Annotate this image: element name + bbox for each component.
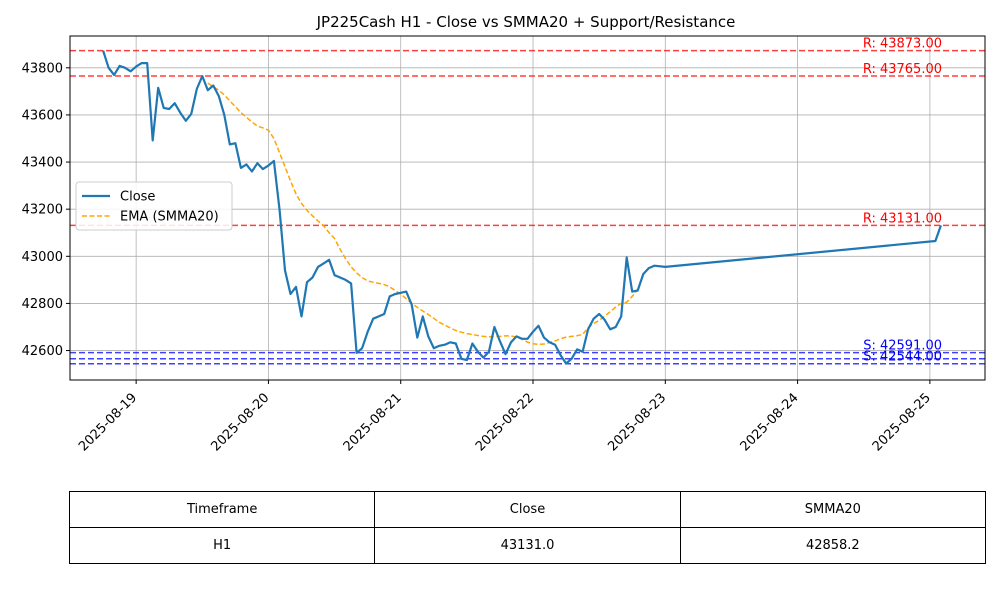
table-header-row: Timeframe Close SMMA20 [68, 491, 987, 528]
axis-ticks: 2025-08-19 2025-08-20 2025-08-21 2025-08-22… [22, 61, 934, 454]
legend-box [75, 181, 233, 231]
x-tick-label: 2025-08-24 [738, 390, 802, 454]
y-tick-label: 43400 [22, 156, 63, 171]
legend-label: EMA (SMMA20) [120, 210, 219, 225]
table-header-cell: Timeframe [68, 491, 376, 528]
support-label: S: 42544.00 [863, 350, 942, 365]
y-tick-label: 43600 [22, 108, 63, 123]
resistance-label: R: 43873.00 [863, 37, 942, 52]
table-cell: 43131.0 [374, 527, 681, 564]
level-labels: R: 43873.00 R: 43765.00 R: 43131.00 S: 4259… [863, 37, 942, 365]
x-tick-label: 2025-08-21 [341, 390, 405, 454]
y-tick-label: 43200 [22, 203, 63, 218]
x-tick-label: 2025-08-22 [473, 390, 537, 454]
summary-table: Timeframe Close SMMA20 H1 43131.0 42858.… [68, 491, 987, 564]
y-tick-label: 43000 [22, 250, 63, 265]
x-tick-label: 2025-08-19 [76, 390, 140, 454]
plot-frame [69, 35, 986, 381]
legend: Close EMA (SMMA20) [75, 181, 233, 231]
support-label: S: 42591.00 [863, 339, 942, 354]
y-tick-label: 43800 [22, 61, 63, 76]
chart-title: JP225Cash H1 - Close vs SMMA20 + Support… [316, 13, 736, 31]
close-series-line [102, 50, 942, 365]
legend-label: Close [120, 190, 155, 205]
y-tick-label: 42600 [22, 344, 63, 359]
table-row: H1 43131.0 42858.2 [68, 527, 987, 564]
y-tick-label: 42800 [22, 297, 63, 312]
resistance-label: R: 43131.00 [863, 211, 942, 226]
x-tick-label: 2025-08-23 [605, 390, 669, 454]
x-tick-label: 2025-08-25 [870, 390, 934, 454]
table-cell: 42858.2 [679, 527, 987, 564]
series-layer [102, 50, 942, 365]
table-cell: H1 [68, 527, 376, 564]
table-header-cell: Close [374, 491, 681, 528]
smma-series-line [207, 82, 639, 346]
resistance-label: R: 43765.00 [863, 62, 942, 77]
x-tick-label: 2025-08-20 [208, 390, 272, 454]
table-header-cell: SMMA20 [679, 491, 987, 528]
